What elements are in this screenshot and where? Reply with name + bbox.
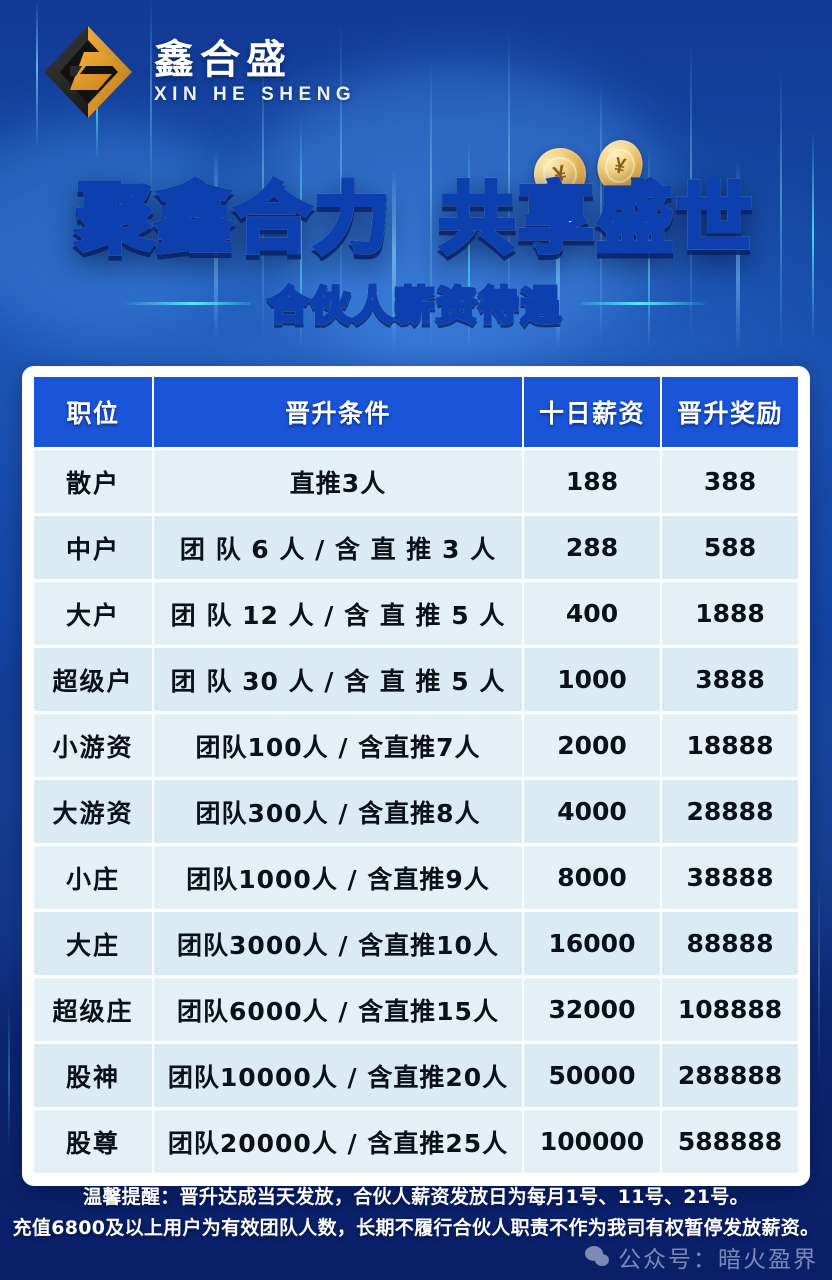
table-row: 小庄 团队1000人 / 含直推9人 8000 38888 [34,846,798,909]
wechat-icon [585,1246,611,1268]
cell-condition: 团 队 30 人 / 含 直 推 5 人 [154,648,522,711]
cell-reward: 108888 [662,978,798,1041]
footer-notes: 温馨提醒：晋升达成当天发放，合伙人薪资发放日为每月1号、11号、21号。 充值6… [0,1182,832,1244]
cell-condition: 团队3000人 / 含直推10人 [154,912,522,975]
table-row: 股尊 团队20000人 / 含直推25人 100000 588888 [34,1110,798,1173]
cell-salary: 8000 [524,846,660,909]
cell-salary: 100000 [524,1110,660,1173]
subtitle-line-left [122,301,251,305]
cell-condition: 直推3人 [154,450,522,513]
table-row: 大庄 团队3000人 / 含直推10人 16000 88888 [34,912,798,975]
cell-condition: 团 队 6 人 / 含 直 推 3 人 [154,516,522,579]
cell-position: 小游资 [34,714,152,777]
table-row: 大户 团 队 12 人 / 含 直 推 5 人 400 1888 [34,582,798,645]
cell-position: 超级庄 [34,978,152,1041]
cell-salary: 16000 [524,912,660,975]
header-salary: 十日薪资 [524,377,660,447]
main-title-left: 聚鑫合力 [75,173,393,263]
cell-reward: 18888 [662,714,798,777]
cell-salary: 50000 [524,1044,660,1107]
cell-position: 股神 [34,1044,152,1107]
cell-position: 大游资 [34,780,152,843]
table-row: 中户 团 队 6 人 / 含 直 推 3 人 288 588 [34,516,798,579]
title-block: ¥ ¥ 聚鑫合力 共享盛世 合伙人薪资待遇 [0,135,832,331]
diamond-s-logo-icon [40,22,136,122]
main-title-right: 共享盛世 [437,173,755,263]
cell-condition: 团队10000人 / 含直推20人 [154,1044,522,1107]
cell-position: 大庄 [34,912,152,975]
table-body: 散户 直推3人 188 388 中户 团 队 6 人 / 含 直 推 3 人 2… [34,450,798,1173]
cell-reward: 588888 [662,1110,798,1173]
watermark-text: 公众号：暗火盈界 [618,1247,818,1273]
table-row: 散户 直推3人 188 388 [34,450,798,513]
cell-position: 小庄 [34,846,152,909]
cell-position: 中户 [34,516,152,579]
main-title: 聚鑫合力 共享盛世 [75,173,755,263]
brand-header: 鑫合盛 XIN HE SHENG [40,22,356,122]
cell-condition: 团队20000人 / 含直推25人 [154,1110,522,1173]
cell-reward: 3888 [662,648,798,711]
cell-position: 大户 [34,582,152,645]
subtitle-row: 合伙人薪资待遇 [0,275,832,331]
header-condition: 晋升条件 [154,377,522,447]
cell-reward: 388 [662,450,798,513]
cell-condition: 团 队 12 人 / 含 直 推 5 人 [154,582,522,645]
cell-condition: 团队100人 / 含直推7人 [154,714,522,777]
salary-table: 职位 晋升条件 十日薪资 晋升奖励 散户 直推3人 188 388 中户 团 队… [32,374,800,1176]
header-reward: 晋升奖励 [662,377,798,447]
table-row: 超级庄 团队6000人 / 含直推15人 32000 108888 [34,978,798,1041]
cell-condition: 团队6000人 / 含直推15人 [154,978,522,1041]
cell-salary: 4000 [524,780,660,843]
header-position: 职位 [34,377,152,447]
subtitle-line-right [581,301,709,305]
cell-reward: 288888 [662,1044,798,1107]
cell-position: 股尊 [34,1110,152,1173]
note-line-2: 充值6800及以上用户为有效团队人数，长期不履行合伙人职责不作为我司有权暂停发放… [12,1216,820,1239]
table-row: 超级户 团 队 30 人 / 含 直 推 5 人 1000 3888 [34,648,798,711]
cell-salary: 32000 [524,978,660,1041]
cell-reward: 38888 [662,846,798,909]
cell-reward: 28888 [662,780,798,843]
note-line-1: 温馨提醒：晋升达成当天发放，合伙人薪资发放日为每月1号、11号、21号。 [83,1186,749,1208]
cell-reward: 1888 [662,582,798,645]
cell-reward: 88888 [662,912,798,975]
subtitle: 合伙人薪资待遇 [267,275,563,331]
cell-salary: 2000 [524,714,660,777]
brand-name-cn: 鑫合盛 [154,36,292,83]
cell-salary: 288 [524,516,660,579]
cell-reward: 588 [662,516,798,579]
brand-name-en: XIN HE SHENG [154,83,357,105]
watermark: 公众号：暗火盈界 [585,1240,818,1274]
cell-salary: 400 [524,582,660,645]
cell-position: 散户 [34,450,152,513]
table-row: 股神 团队10000人 / 含直推20人 50000 288888 [34,1044,798,1107]
cell-condition: 团队1000人 / 含直推9人 [154,846,522,909]
table-row: 小游资 团队100人 / 含直推7人 2000 18888 [34,714,798,777]
cell-salary: 188 [524,450,660,513]
salary-table-card: 职位 晋升条件 十日薪资 晋升奖励 散户 直推3人 188 388 中户 团 队… [22,366,810,1186]
cell-condition: 团队300人 / 含直推8人 [154,780,522,843]
cell-position: 超级户 [34,648,152,711]
cell-salary: 1000 [524,648,660,711]
table-row: 大游资 团队300人 / 含直推8人 4000 28888 [34,780,798,843]
table-header-row: 职位 晋升条件 十日薪资 晋升奖励 [34,377,798,447]
